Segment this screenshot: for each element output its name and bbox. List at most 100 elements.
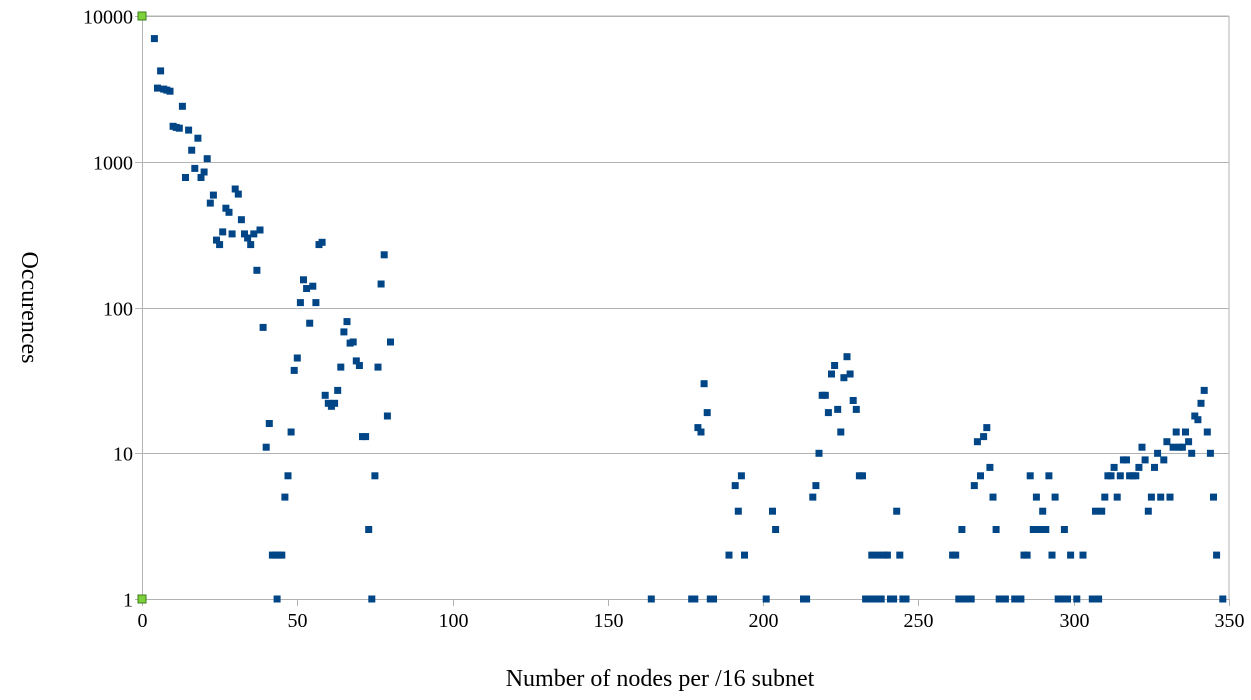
data-point	[209, 191, 217, 199]
data-point	[710, 595, 717, 603]
y-axis-title: Occurences	[16, 252, 42, 364]
data-point	[1045, 472, 1053, 480]
y-tick-labels: 1 10 100 1000 10000	[83, 7, 133, 612]
data-point	[259, 323, 267, 331]
data-point	[1017, 595, 1025, 603]
data-point	[1101, 493, 1109, 501]
data-point	[290, 366, 298, 374]
data-point	[321, 391, 329, 399]
data-point	[1210, 493, 1217, 501]
data-point	[1200, 386, 1208, 394]
data-point	[300, 276, 307, 284]
data-point	[958, 526, 966, 533]
data-point	[1026, 472, 1034, 480]
data-point	[287, 428, 295, 436]
data-point	[318, 238, 326, 246]
data-point	[967, 595, 975, 603]
data-point	[334, 386, 342, 394]
data-point	[772, 526, 780, 533]
data-point	[803, 595, 811, 603]
data-point	[331, 399, 339, 407]
data-point	[1138, 443, 1146, 451]
x-tick-label: 50	[288, 610, 308, 632]
data-point	[362, 433, 370, 441]
data-point	[1067, 551, 1075, 559]
data-point	[1197, 399, 1205, 407]
data-point	[166, 87, 174, 95]
axis-endpoint-marker	[137, 11, 147, 21]
axis-endpoint-marker	[137, 594, 147, 604]
data-point	[340, 328, 348, 336]
data-point	[989, 493, 997, 501]
data-point	[893, 507, 901, 515]
data-point	[1203, 428, 1211, 436]
data-point	[185, 126, 193, 134]
data-point	[809, 493, 817, 501]
data-point	[216, 241, 224, 249]
data-point	[237, 216, 245, 224]
data-point	[1116, 472, 1124, 480]
data-point	[877, 595, 885, 603]
data-point	[1219, 595, 1227, 603]
data-point	[977, 472, 984, 480]
data-point	[902, 595, 910, 603]
data-point	[343, 318, 351, 326]
data-point	[846, 370, 854, 378]
data-point	[1206, 449, 1214, 457]
data-point	[241, 230, 248, 238]
data-point	[1154, 449, 1162, 457]
data-point	[821, 391, 829, 399]
data-point	[265, 420, 273, 427]
data-point	[1107, 472, 1115, 480]
data-point	[368, 595, 376, 603]
data-point	[1213, 551, 1221, 559]
x-tick-label: 200	[749, 610, 779, 632]
data-point	[703, 409, 711, 417]
data-point	[731, 482, 739, 490]
data-point	[1172, 428, 1180, 436]
data-point	[250, 230, 258, 238]
data-point	[737, 472, 745, 480]
data-point	[1032, 493, 1040, 501]
data-point	[831, 362, 839, 369]
data-point	[725, 551, 733, 559]
data-point	[859, 472, 866, 480]
data-point	[1051, 493, 1059, 501]
data-point	[852, 405, 860, 413]
data-point	[694, 424, 702, 432]
data-point	[253, 266, 261, 274]
x-tick-labels: 0 50 100 150 200 250 300 350	[138, 610, 1245, 632]
data-point	[383, 412, 391, 420]
data-point	[1141, 456, 1149, 464]
y-tick-label: 1	[123, 590, 133, 612]
data-point	[741, 551, 748, 559]
data-point	[992, 526, 1000, 533]
data-point	[284, 472, 292, 480]
data-point	[883, 551, 891, 559]
axes	[135, 16, 1230, 606]
data-point	[828, 370, 835, 378]
data-point	[697, 428, 705, 436]
x-tick-label: 150	[594, 610, 624, 632]
data-point	[1057, 595, 1065, 603]
data-point	[1001, 595, 1009, 603]
data-point	[896, 551, 904, 559]
y-tick-label: 10	[113, 444, 133, 466]
data-point	[293, 354, 301, 362]
data-point	[206, 199, 214, 207]
data-point	[1191, 412, 1199, 420]
data-point	[955, 595, 963, 603]
data-point	[1088, 595, 1096, 603]
data-point	[973, 438, 981, 446]
data-point	[312, 299, 320, 307]
axis-endpoint-markers	[137, 11, 147, 604]
data-point	[834, 405, 842, 413]
data-point	[191, 164, 199, 172]
data-point	[222, 204, 230, 212]
data-point	[247, 241, 255, 249]
data-point	[691, 595, 699, 603]
data-point	[1110, 463, 1118, 471]
data-point	[231, 185, 239, 193]
